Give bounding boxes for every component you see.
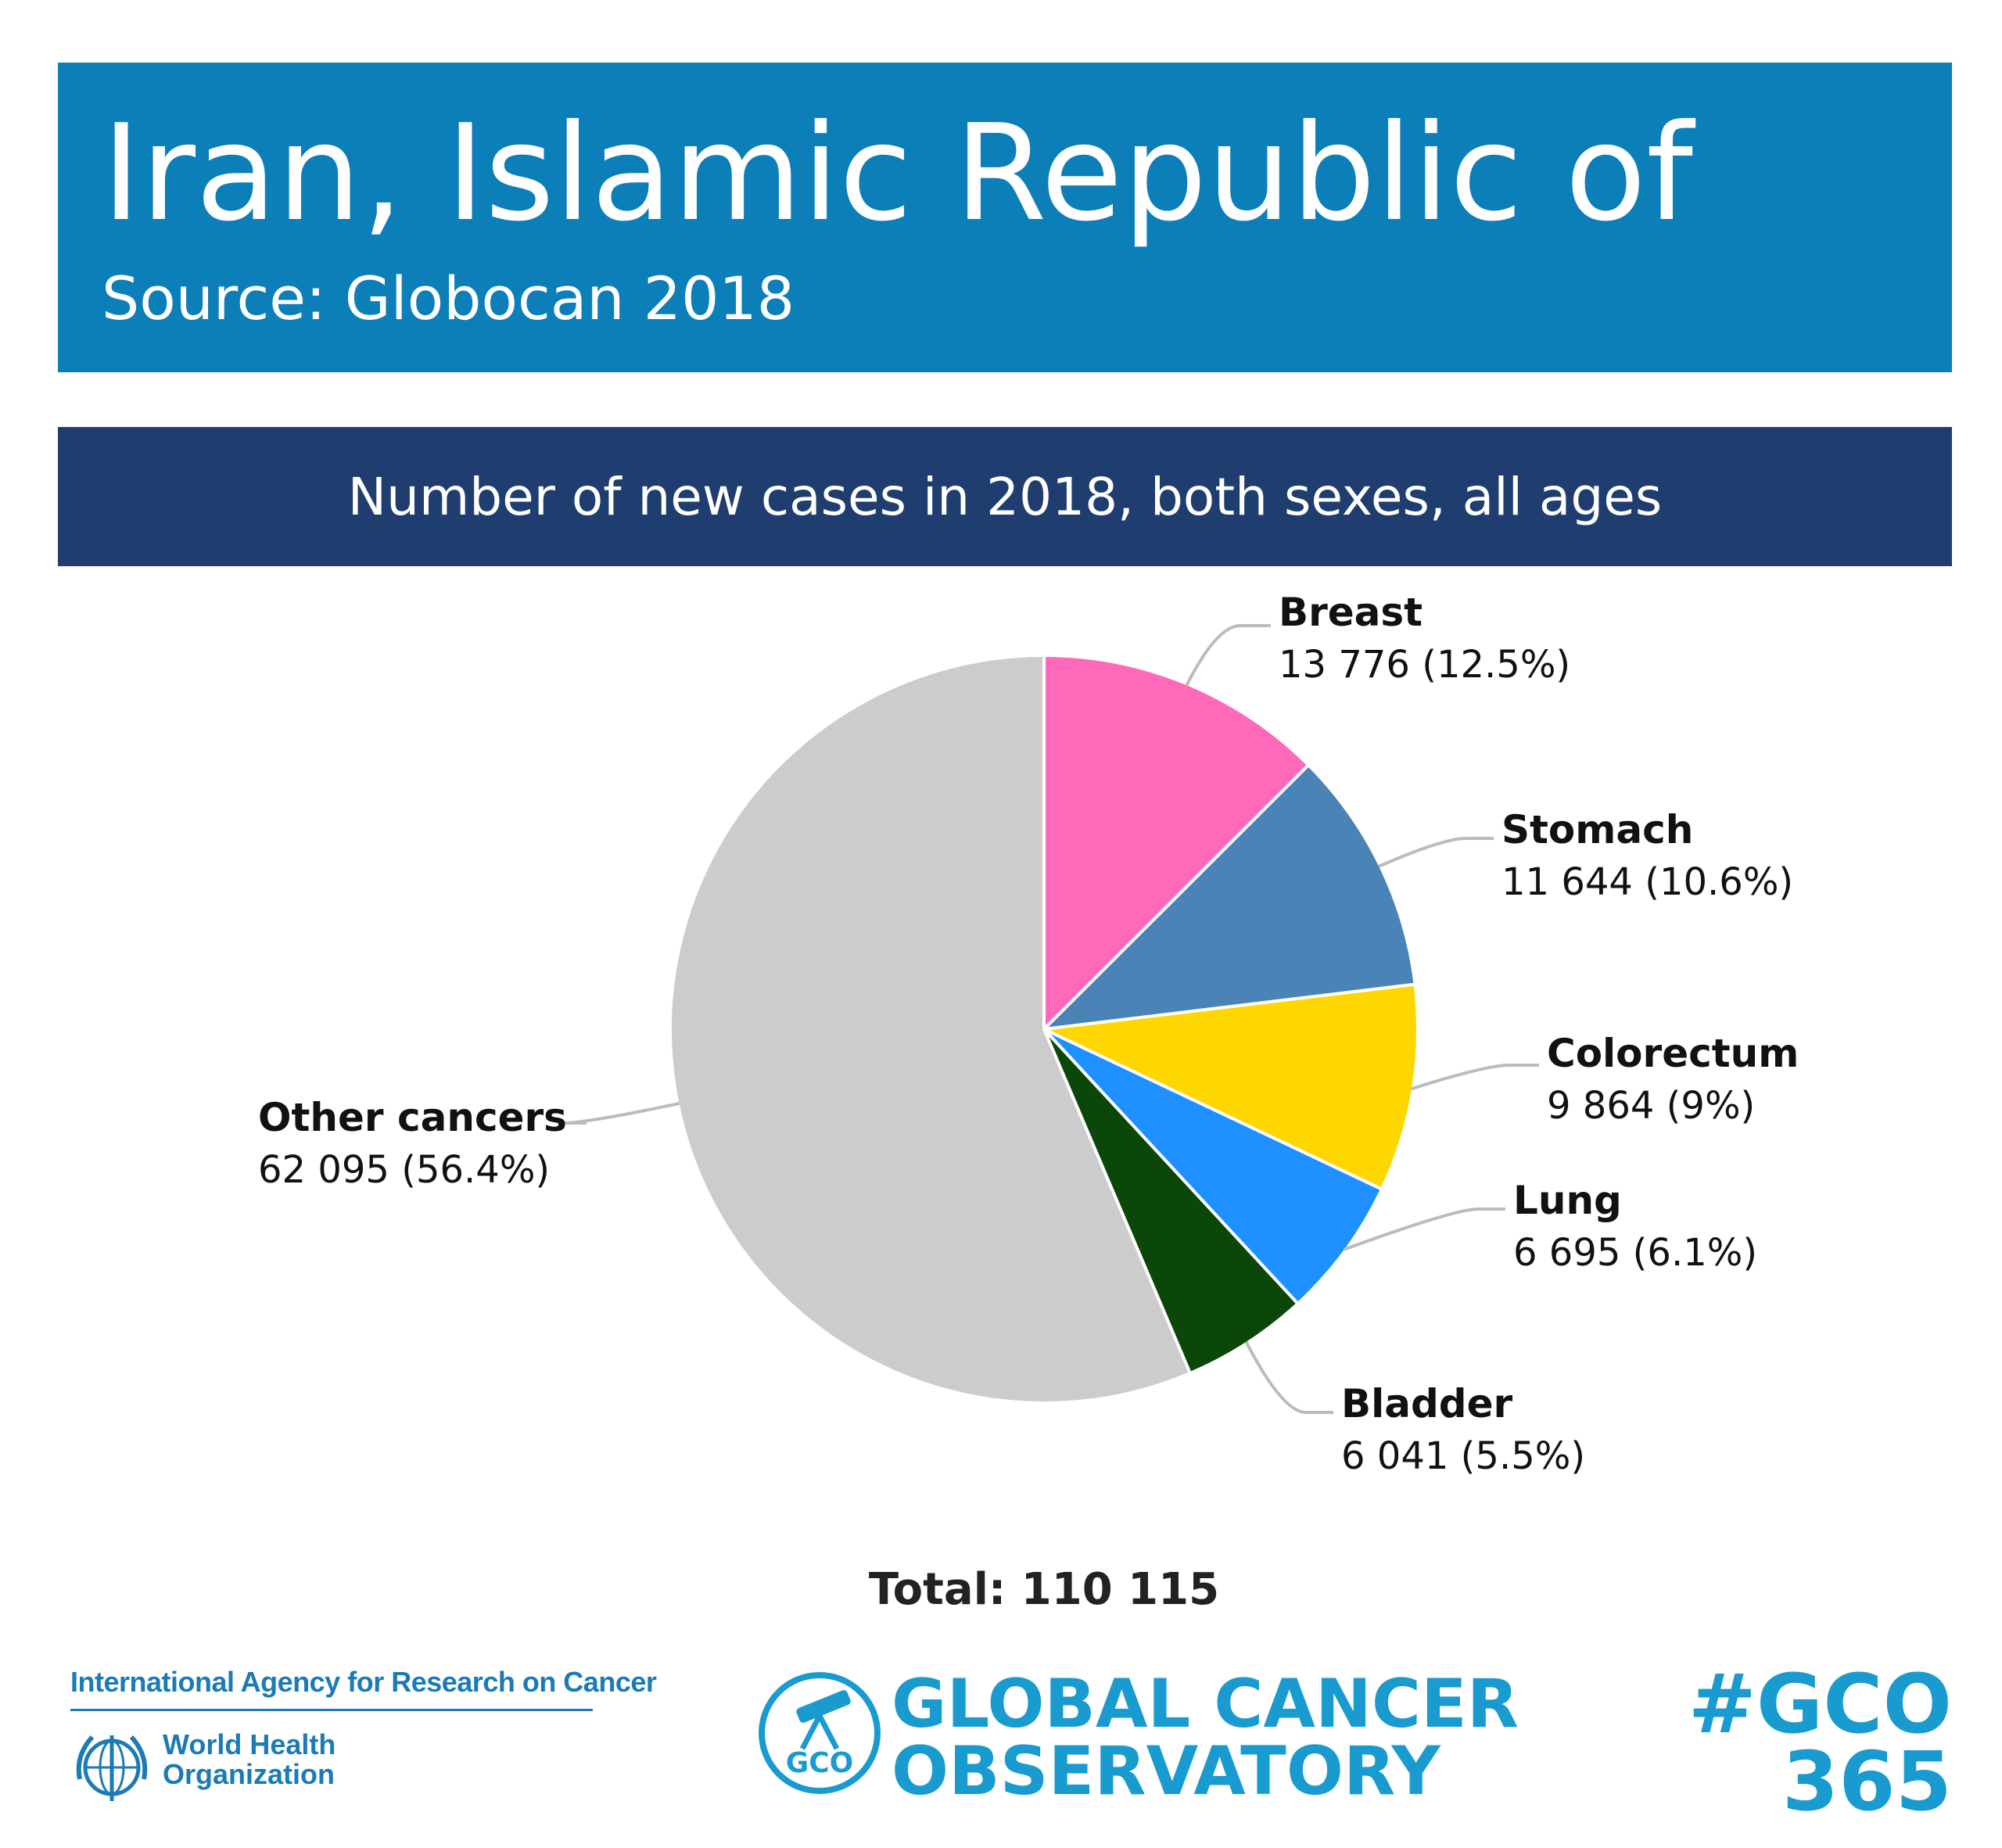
hashtag-gco365: #GCO 365	[1688, 1656, 1952, 1829]
hashtag-line-2: 365	[1781, 1733, 1952, 1829]
subtitle-banner: Number of new cases in 2018, both sexes,…	[58, 427, 1952, 566]
gco-title-line-1: GLOBAL CANCER	[892, 1665, 1519, 1743]
leader-line-bladder	[1244, 1340, 1333, 1414]
leader-line-lung	[1343, 1207, 1505, 1251]
pie-slices	[669, 653, 1419, 1405]
pie-labels: Breast 13 776 (12.5%) Stomach 11 644 (10.6%…	[258, 590, 1799, 1478]
leader-line-other-cancers	[562, 1101, 680, 1125]
iarc-name: International Agency for Research on Can…	[70, 1666, 657, 1698]
label-name-breast: Breast	[1279, 590, 1423, 635]
pie-leaders	[562, 624, 1539, 1414]
gco-badge-text: GCO	[786, 1747, 854, 1779]
chart-subtitle: Number of new cases in 2018, both sexes,…	[347, 466, 1663, 527]
total-label: Total: 110 115	[868, 1564, 1220, 1615]
label-name-stomach: Stomach	[1502, 807, 1693, 852]
label-name-other-cancers: Other cancers	[258, 1095, 567, 1140]
label-value-breast: 13 776 (12.5%)	[1279, 643, 1570, 687]
who-line-1: World Health	[163, 1728, 336, 1760]
label-value-lung: 6 695 (6.1%)	[1513, 1231, 1757, 1275]
label-name-lung: Lung	[1513, 1178, 1622, 1223]
pie-chart: Breast 13 776 (12.5%) Stomach 11 644 (10.6%…	[258, 590, 1799, 1478]
page-title: Iran, Islamic Republic of	[102, 96, 1693, 251]
gco-telescope-icon: GCO	[759, 1672, 881, 1794]
label-value-other-cancers: 62 095 (56.4%)	[258, 1148, 550, 1192]
label-value-bladder: 6 041 (5.5%)	[1341, 1434, 1585, 1478]
label-value-colorectum: 9 864 (9%)	[1547, 1084, 1755, 1128]
who-name: World Health Organization	[163, 1730, 335, 1789]
source-label: Source: Globocan 2018	[102, 264, 795, 333]
label-name-colorectum: Colorectum	[1547, 1031, 1799, 1076]
who-line-2: Organization	[163, 1758, 335, 1790]
iarc-underline	[70, 1709, 593, 1711]
leader-line-stomach	[1378, 837, 1494, 868]
label-value-stomach: 11 644 (10.6%)	[1502, 860, 1793, 904]
header-banner: Iran, Islamic Republic of Source: Globoc…	[58, 63, 1952, 372]
leader-line-colorectum	[1411, 1064, 1539, 1091]
label-name-bladder: Bladder	[1341, 1381, 1512, 1426]
hashtag-line-1: #GCO	[1688, 1656, 1952, 1752]
leader-line-breast	[1185, 624, 1271, 687]
gco-title-line-2: OBSERVATORY	[892, 1732, 1441, 1810]
who-emblem-icon	[76, 1735, 148, 1801]
